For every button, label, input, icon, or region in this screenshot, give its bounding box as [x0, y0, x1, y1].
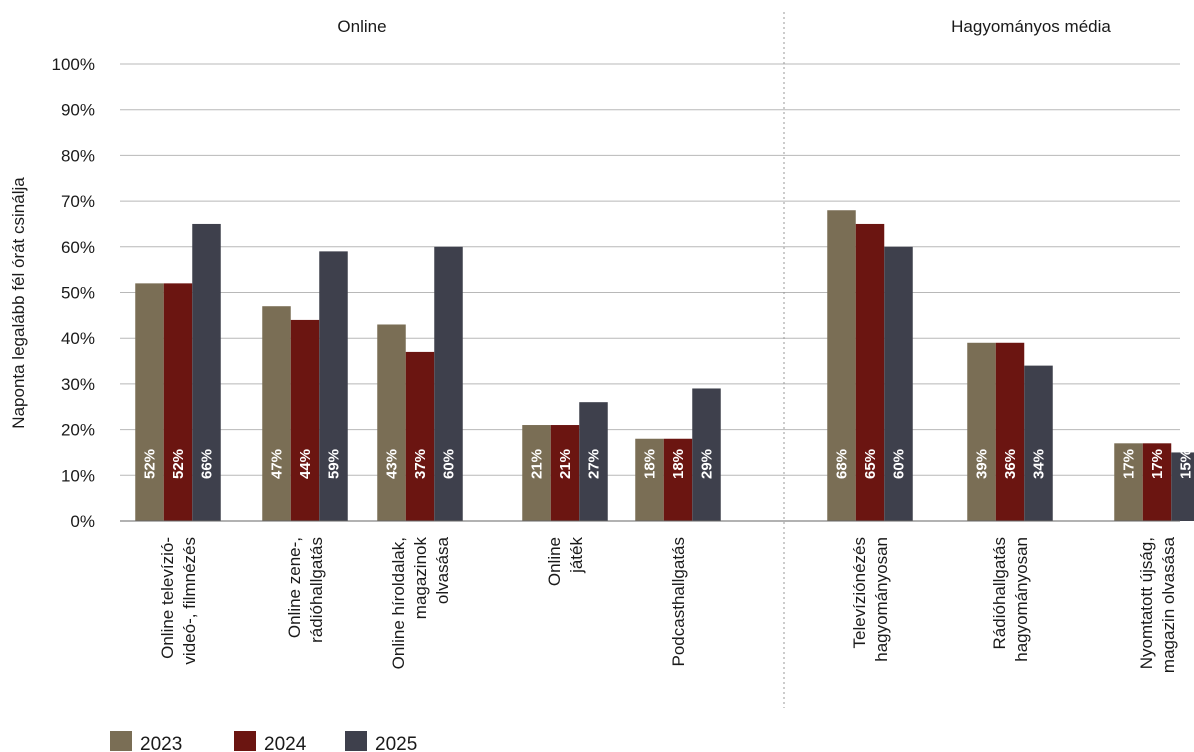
legend-swatch [234, 731, 256, 751]
group-labels: Online Hagyományos média [337, 17, 1111, 36]
data-label: 34% [1031, 449, 1048, 479]
bar-2024-5 [855, 223, 885, 521]
legend-swatch [345, 731, 367, 751]
bar-2024-1 [290, 319, 320, 521]
y-tick-label: 90% [61, 101, 95, 120]
y-tick-label: 20% [61, 421, 95, 440]
bar-2024-0 [163, 283, 193, 521]
group-label: Hagyományos média [951, 17, 1111, 36]
data-label: 17% [1121, 449, 1138, 479]
data-label: 18% [642, 449, 659, 479]
category-label: videó-, filmnézés [180, 537, 199, 665]
data-label: 21% [529, 449, 546, 479]
data-label: 59% [326, 449, 343, 479]
y-tick-label: 100% [52, 55, 95, 74]
data-label: 52% [142, 449, 159, 479]
y-tick-label: 10% [61, 466, 95, 485]
category-label: játék [567, 537, 586, 574]
bar-2023-5 [827, 210, 856, 522]
data-label: 15% [1178, 449, 1194, 479]
category-label: hagyományosan [872, 537, 891, 662]
bars: 52% 47% 43% 21% 18% 68% 39% 17% 52% 44% 37% 21% 18% 6… [135, 210, 1194, 522]
legend-label: 2024 [264, 734, 307, 752]
bar-2023-3 [522, 425, 551, 521]
category-label: Rádióhallgatás [990, 537, 1009, 649]
data-label: 27% [586, 449, 603, 479]
bar-2025-3 [579, 402, 608, 521]
y-axis-ticks: 0% 10% 20% 30% 40% 50% 60% 70% 80% 90% 100% [52, 55, 95, 531]
y-tick-label: 80% [61, 146, 95, 165]
bar-2024-7 [1142, 443, 1172, 521]
bar-2025-0 [192, 223, 221, 521]
bar-2023-4 [635, 438, 664, 521]
legend-swatch [110, 731, 132, 751]
category-label: Nyomtatott újság, [1137, 537, 1156, 669]
bar-2023-0 [135, 283, 164, 521]
data-label: 66% [199, 449, 216, 479]
data-label: 37% [412, 449, 429, 479]
category-label: hagyományosan [1012, 537, 1031, 662]
data-label: 43% [384, 449, 401, 479]
data-label: 17% [1149, 449, 1166, 479]
category-label: Podcasthallgatás [669, 537, 688, 666]
data-label: 47% [269, 449, 286, 479]
data-label: 36% [1002, 449, 1019, 479]
bar-2023-7 [1114, 443, 1143, 521]
data-label: 60% [441, 449, 458, 479]
bar-2024-2 [405, 351, 435, 521]
bar-2024-6 [995, 342, 1025, 521]
data-label: 68% [834, 449, 851, 479]
bar-2025-2 [434, 246, 463, 522]
bar-2024-4 [663, 438, 693, 521]
data-label: 52% [170, 449, 187, 479]
data-label: 44% [297, 449, 314, 479]
y-tick-label: 30% [61, 375, 95, 394]
data-label: 60% [891, 449, 908, 479]
data-label: 65% [862, 449, 879, 479]
data-label: 39% [974, 449, 991, 479]
category-label: Online híroldalak, [389, 537, 408, 669]
legend-label: 2023 [140, 734, 182, 752]
category-label: magazinok [411, 537, 430, 620]
category-label: Televíziónézés [850, 537, 869, 649]
category-label: magazin olvasása [1159, 536, 1178, 673]
data-label: 18% [670, 449, 687, 479]
bar-2025-7 [1171, 452, 1194, 521]
y-tick-label: 70% [61, 192, 95, 211]
bar-2023-6 [967, 342, 996, 521]
y-tick-label: 0% [70, 512, 95, 531]
category-labels: Online televízió-videó-, filmnézés Online… [158, 536, 1178, 673]
legend-label: 2025 [375, 734, 417, 752]
y-tick-label: 60% [61, 238, 95, 257]
bar-2024-3 [550, 425, 580, 521]
category-label: olvasása [433, 536, 452, 604]
data-label: 29% [699, 449, 716, 479]
legend: 2023 2024 2025 [110, 731, 417, 752]
group-label: Online [337, 17, 386, 36]
category-label: rádióhallgatás [307, 537, 326, 643]
bar-2023-2 [377, 324, 406, 521]
y-axis-label: Naponta legalább fél órát csinálja [9, 177, 28, 429]
y-tick-label: 40% [61, 329, 95, 348]
bar-2023-1 [262, 306, 291, 521]
bar-2025-5 [884, 246, 913, 522]
bar-2025-6 [1024, 365, 1053, 521]
category-label: Online zene-, [285, 537, 304, 638]
bar-2025-4 [692, 388, 721, 521]
y-tick-label: 50% [61, 284, 95, 303]
category-label: Online [545, 537, 564, 586]
data-label: 21% [557, 449, 574, 479]
category-label: Online televízió- [158, 537, 177, 659]
bar-2025-1 [319, 251, 348, 521]
